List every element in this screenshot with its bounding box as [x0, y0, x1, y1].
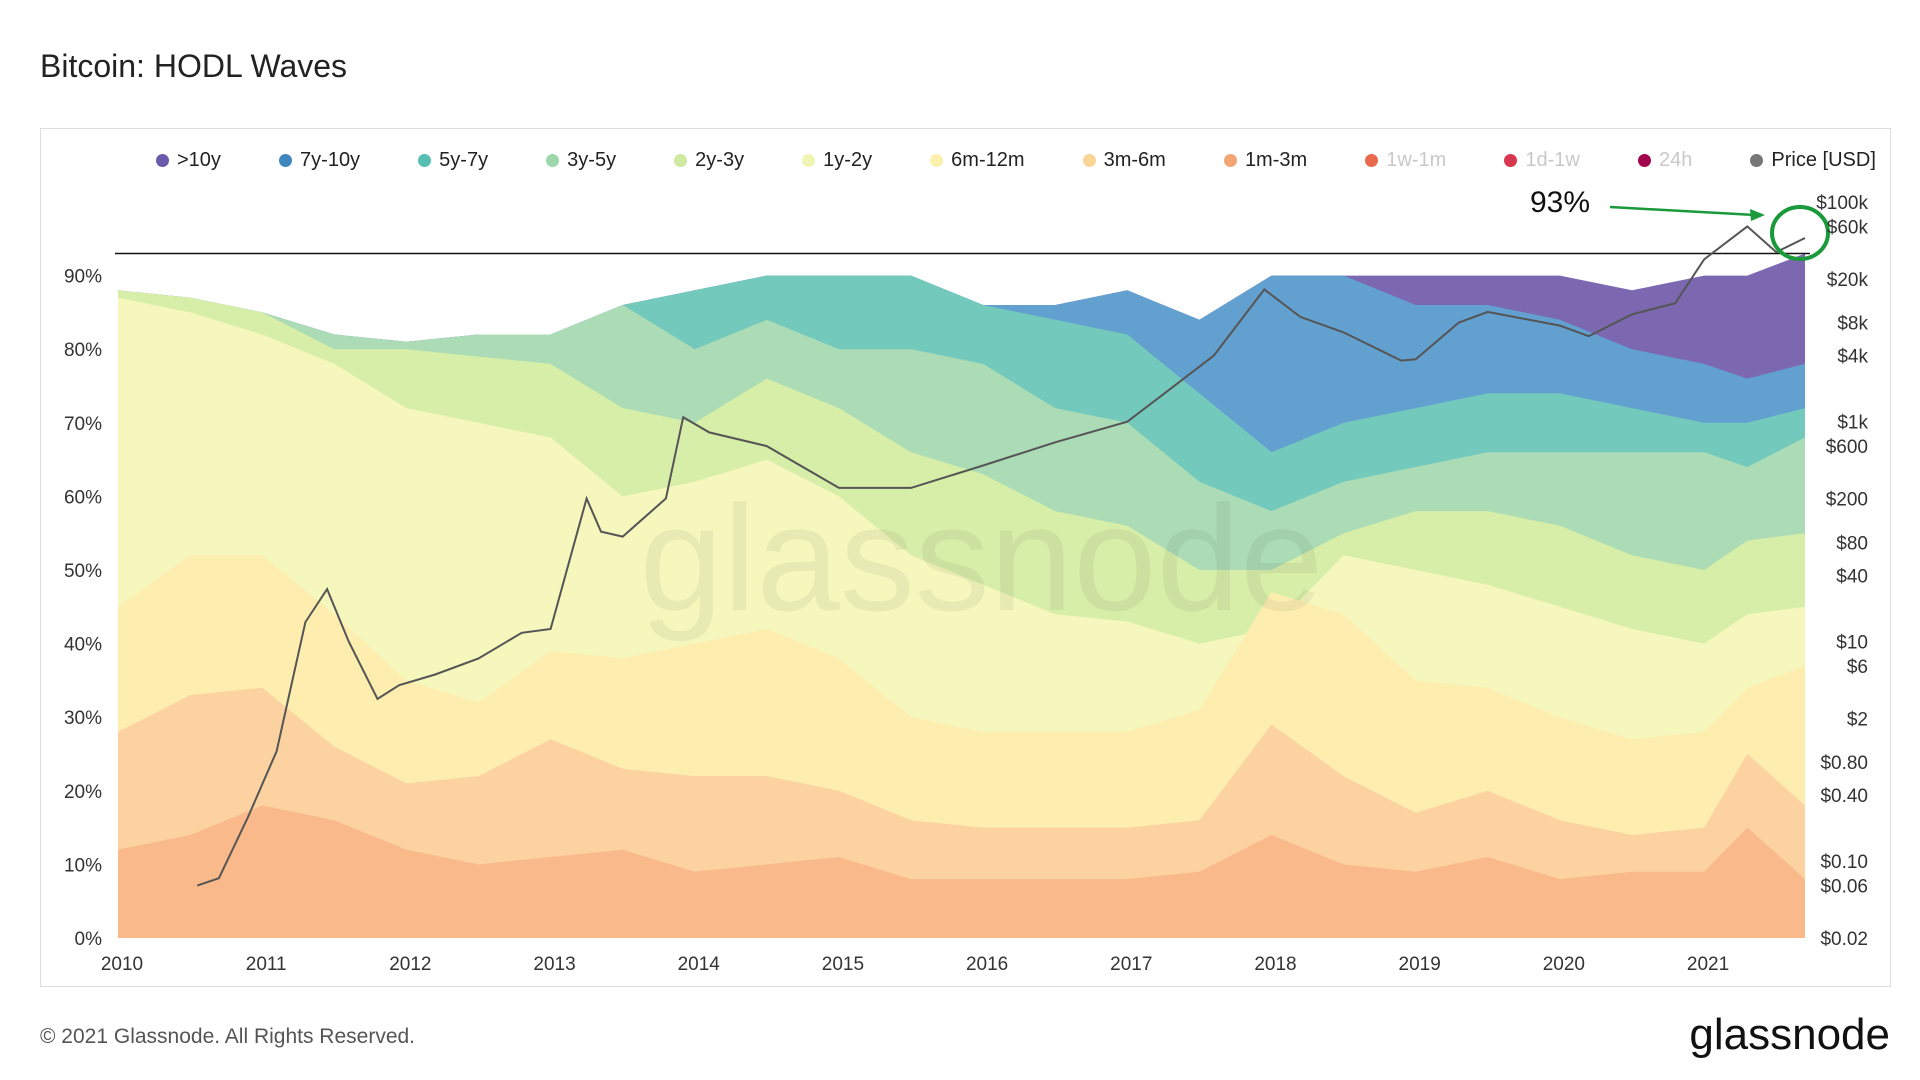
- y-right-tick-label: $6: [1847, 657, 1868, 678]
- legend-dot-icon: [1637, 153, 1651, 167]
- y-right-tick-label: $40: [1836, 566, 1868, 587]
- x-tick-label: 2019: [1399, 954, 1441, 975]
- legend-item[interactable]: 1w-1m: [1365, 149, 1446, 172]
- legend-label: >10y: [177, 148, 221, 171]
- y-right-tick-label: $20k: [1827, 270, 1869, 291]
- legend-item[interactable]: 1d-1w: [1504, 148, 1580, 172]
- y-left-tick-label: 70%: [64, 414, 102, 435]
- legend-label: 1m-3m: [1244, 148, 1308, 171]
- legend-dot-icon: [1082, 153, 1096, 167]
- legend-item[interactable]: Price [USD]: [1750, 148, 1876, 172]
- y-right-tick-label: $2: [1847, 709, 1868, 730]
- y-right-tick-label: $0.02: [1820, 929, 1868, 950]
- annotation-arrowhead: [1750, 209, 1765, 221]
- legend-item[interactable]: 2y-3y: [674, 149, 744, 172]
- glassnode-logo: glassnode: [1689, 1010, 1890, 1059]
- x-tick-label: 2010: [101, 954, 143, 975]
- y-right-tick-label: $1k: [1837, 413, 1868, 434]
- y-right-tick-label: $100k: [1816, 193, 1868, 214]
- y-right-tick-label: $60k: [1827, 217, 1869, 238]
- legend-dot-icon: [674, 153, 688, 167]
- legend-dot-icon: [1223, 153, 1237, 167]
- reference-annotation: 93%: [1530, 186, 1591, 219]
- legend-label: 5y-7y: [439, 148, 489, 171]
- x-tick-label: 2016: [966, 954, 1008, 975]
- x-tick-label: 2020: [1543, 954, 1585, 975]
- annotation-circle: [1770, 205, 1830, 261]
- area-1m-3m: [118, 805, 1805, 938]
- x-tick-label: 2012: [389, 954, 431, 975]
- legend-dot-icon: [546, 153, 560, 167]
- y-right-tick-label: $600: [1826, 437, 1868, 458]
- legend-label: 1w-1m: [1386, 148, 1447, 171]
- y-left-tick-label: 10%: [64, 855, 102, 876]
- legend-dot-icon: [1504, 153, 1518, 167]
- legend-item[interactable]: >10y: [156, 149, 221, 172]
- legend-dot-icon: [930, 153, 944, 167]
- y-right-tick-label: $80: [1836, 533, 1868, 554]
- legend-item[interactable]: 6m-12m: [930, 148, 1025, 172]
- y-right-tick-label: $0.80: [1820, 753, 1868, 774]
- legend-label: 7y-10y: [300, 148, 361, 171]
- y-right-tick-label: $200: [1826, 490, 1868, 511]
- annotation-arrow: [1609, 205, 1756, 217]
- legend-dot-icon: [802, 153, 816, 167]
- chart-legend: >10y 7y-10y 5y-7y 3y-5y 2y-3y 1y-2y 6m-12m 3m-6…: [156, 147, 1876, 173]
- y-left-tick-label: 30%: [64, 708, 102, 729]
- y-right-tick-label: $8k: [1837, 314, 1868, 335]
- y-left-tick-label: 60%: [64, 487, 102, 508]
- legend-label: 3m-6m: [1103, 148, 1166, 171]
- x-tick-label: 2014: [678, 954, 721, 975]
- legend-dot-icon: [1365, 153, 1379, 167]
- legend-item[interactable]: 3m-6m: [1082, 148, 1166, 172]
- y-left-tick-label: 40%: [64, 635, 102, 656]
- y-right-tick-label: $10: [1836, 632, 1868, 653]
- x-tick-label: 2017: [1110, 954, 1152, 975]
- y-left-tick-label: 50%: [64, 561, 102, 582]
- legend-item[interactable]: 7y-10y: [279, 149, 360, 172]
- legend-item[interactable]: 5y-7y: [418, 149, 488, 172]
- x-tick-label: 2021: [1687, 954, 1729, 975]
- x-tick-label: 2018: [1254, 954, 1296, 975]
- chart-title: Bitcoin: HODL Waves: [40, 48, 348, 84]
- legend-label: 6m-12m: [951, 148, 1025, 171]
- legend-label: 2y-3y: [695, 148, 745, 171]
- legend-item[interactable]: 24h: [1637, 148, 1693, 172]
- y-right-tick-label: $0.40: [1820, 786, 1868, 807]
- legend-label: 3y-5y: [567, 148, 617, 171]
- x-tick-label: 2011: [246, 954, 287, 975]
- x-tick-label: 2013: [533, 954, 575, 975]
- legend-label: 1d-1w: [1525, 148, 1580, 171]
- y-left-tick-label: 0%: [75, 929, 103, 950]
- y-right-tick-label: $0.06: [1820, 877, 1868, 898]
- legend-label: 24h: [1658, 148, 1693, 171]
- chart-frame: [40, 128, 1891, 987]
- y-left-tick-label: 80%: [64, 340, 102, 361]
- legend-item[interactable]: 1y-2y: [802, 149, 872, 172]
- legend-item[interactable]: 1m-3m: [1223, 148, 1308, 172]
- legend-dot-icon: [279, 153, 293, 167]
- y-right-tick-label: $0.10: [1820, 852, 1868, 873]
- legend-dot-icon: [418, 153, 432, 167]
- price-line: [196, 225, 1806, 887]
- watermark: glassnode: [640, 474, 1324, 642]
- y-right-tick-label: $4k: [1837, 347, 1868, 368]
- legend-dot-icon: [156, 153, 169, 167]
- y-left-tick-label: 20%: [64, 782, 102, 803]
- area-layers: [118, 253, 1805, 939]
- x-tick-label: 2015: [822, 954, 864, 975]
- legend-label: 1y-2y: [823, 148, 873, 171]
- copyright-text: © 2021 Glassnode. All Rights Reserved.: [40, 1025, 416, 1048]
- legend-dot-icon: [1750, 153, 1764, 167]
- legend-item[interactable]: 3y-5y: [546, 149, 616, 172]
- y-left-tick-label: 90%: [64, 267, 102, 288]
- legend-label: Price [USD]: [1771, 148, 1876, 171]
